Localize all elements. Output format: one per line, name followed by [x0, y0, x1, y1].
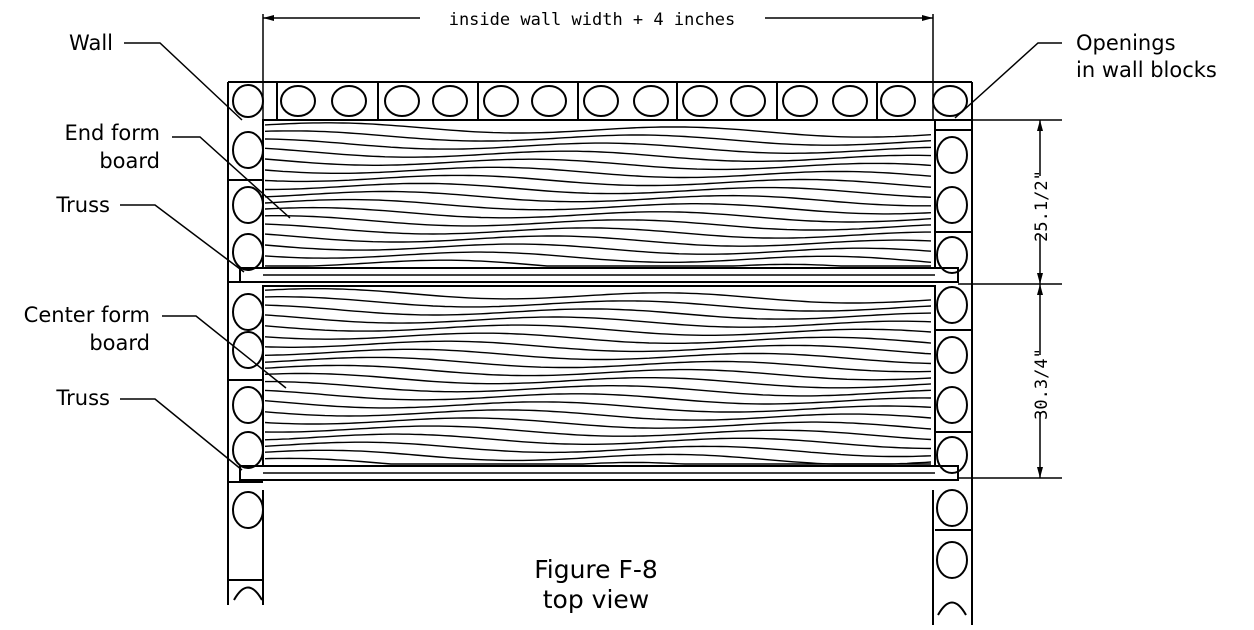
wall-label: Wall [69, 31, 113, 55]
wall-block-openings [232, 84, 968, 118]
truss-top [239, 267, 959, 283]
truss-top-label: Truss [55, 193, 110, 217]
truss-bottom-label: Truss [55, 386, 110, 410]
leaders [120, 42, 1062, 471]
right-dimensions: 25.1/2" 30.3/4" [935, 119, 1062, 479]
end-form-board [262, 119, 936, 269]
figure-subcaption: top view [543, 585, 649, 614]
center-form-board-label-2: board [89, 331, 150, 355]
wall [227, 81, 973, 625]
openings-label-2: in wall blocks [1076, 58, 1217, 82]
top-dimension-text: inside wall width + 4 inches [449, 10, 736, 30]
end-form-board-label-1: End form [64, 121, 160, 145]
truss-bottom [239, 465, 959, 481]
end-form-board-label-2: board [99, 149, 160, 173]
top-dimension: inside wall width + 4 inches [262, 10, 934, 120]
center-form-board-label-1: Center form [24, 303, 150, 327]
center-form-board [262, 285, 936, 467]
figure-caption: Figure F-8 [534, 555, 658, 584]
center-section-dimension: 30.3/4" [1032, 348, 1052, 420]
end-section-dimension: 25.1/2" [1032, 170, 1052, 242]
openings-label-1: Openings [1076, 31, 1176, 55]
